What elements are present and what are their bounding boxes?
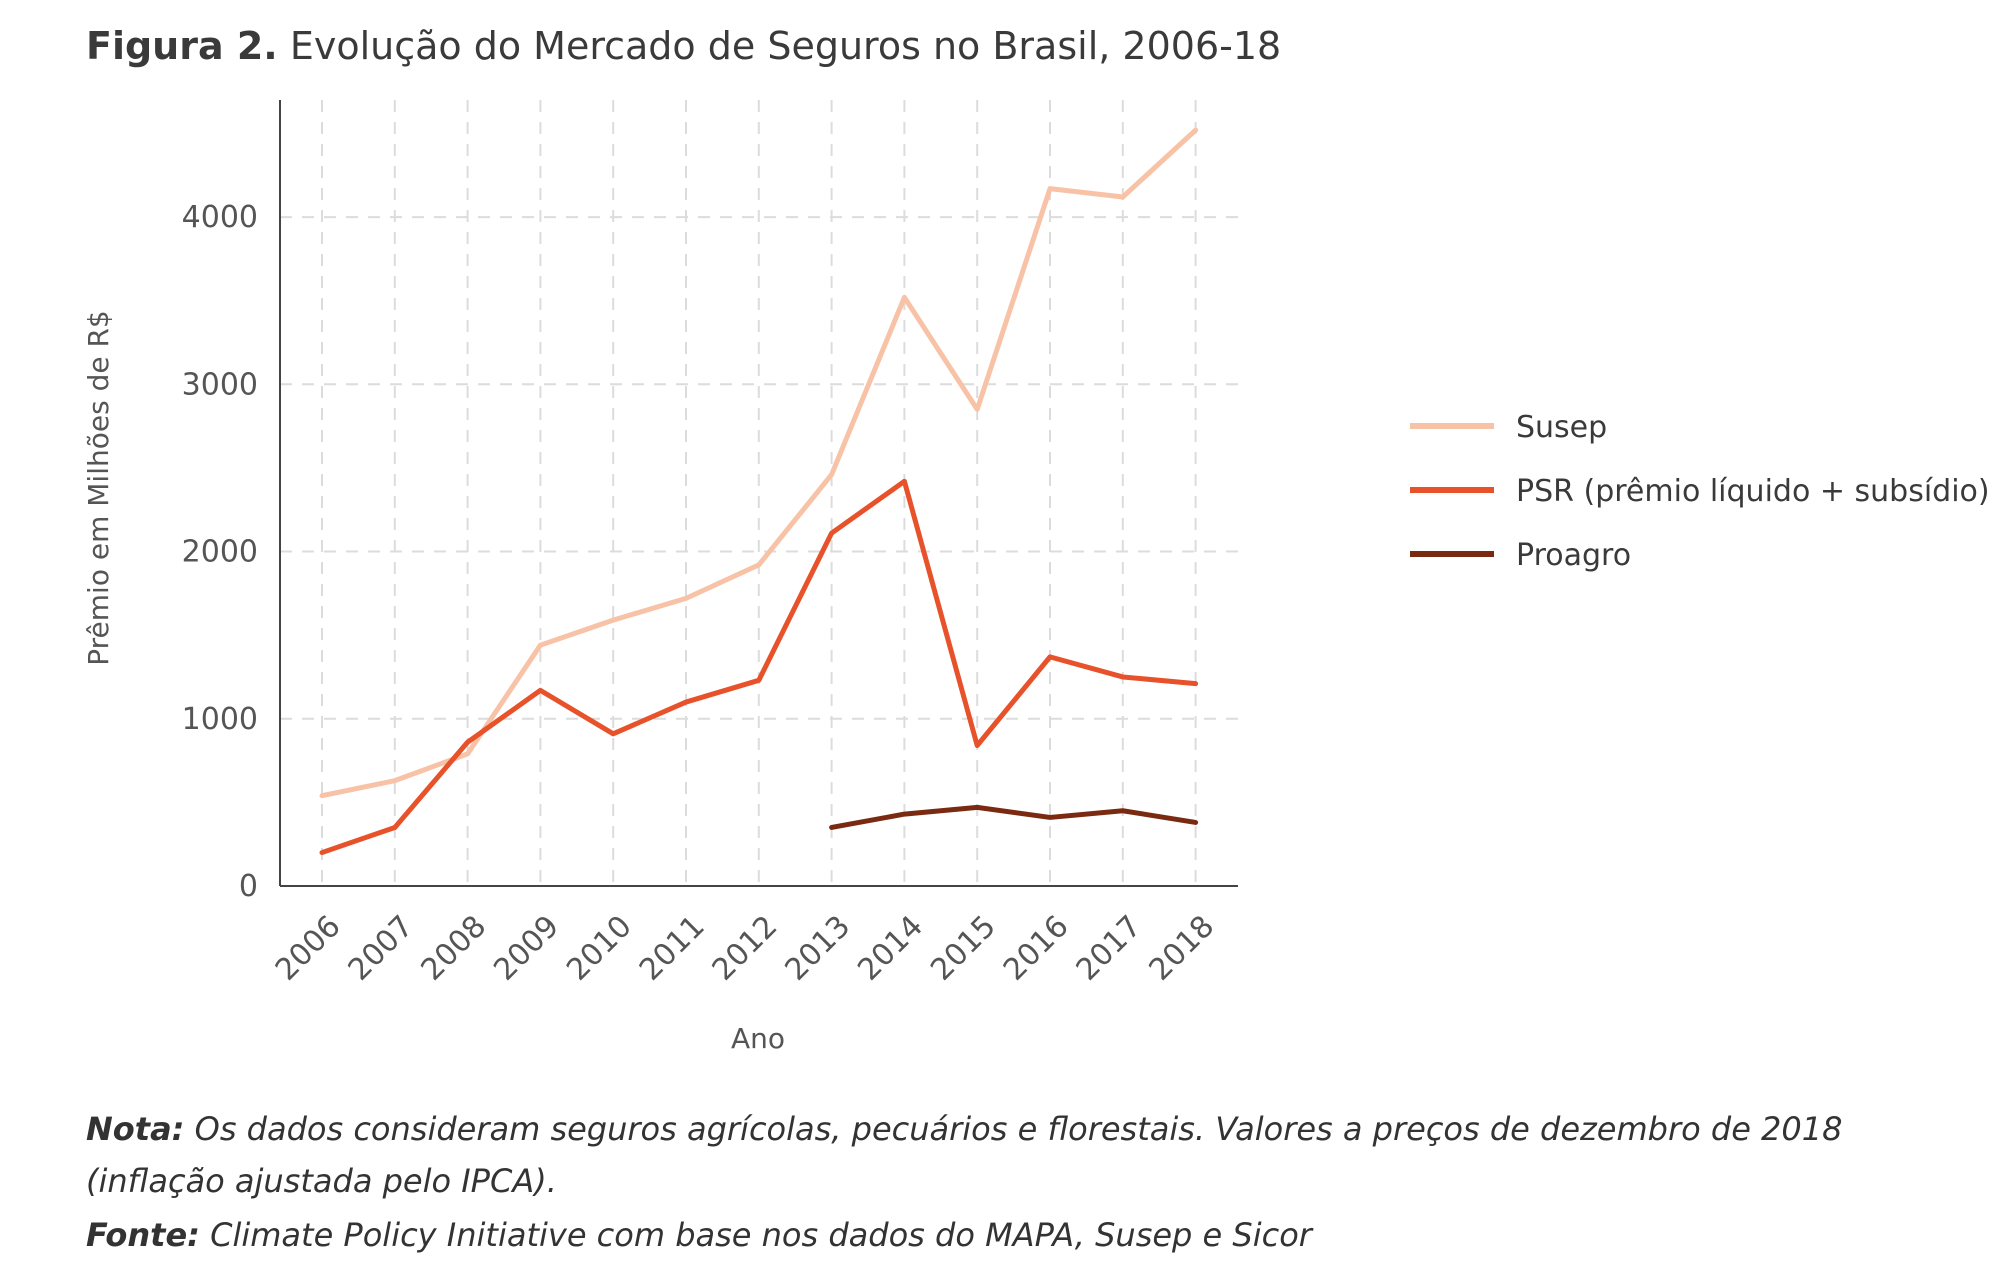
series-line-1 [319, 127, 1199, 799]
y-axis-ticks: 0 1000 2000 3000 4000 [182, 200, 258, 904]
note-continuation: (inflação ajustada pelo IPCA). [86, 1162, 557, 1200]
legend-label: PSR (prêmio líquido + subsídio) [1516, 474, 1990, 509]
legend-label: Susep [1516, 410, 1607, 445]
x-tick-label: 2010 [560, 909, 639, 988]
figure-number: Figura 2. [86, 24, 278, 68]
x-axis-label: Ano [731, 1022, 785, 1055]
x-tick-label: 2017 [1070, 909, 1149, 988]
grid-lines [280, 100, 1238, 886]
note-text: Os dados consideram seguros agrícolas, p… [184, 1110, 1843, 1148]
note: Nota: Os dados consideram seguros agríco… [86, 1110, 1842, 1148]
x-tick-label: 2011 [633, 909, 712, 988]
y-tick-label: 4000 [182, 200, 258, 235]
x-tick-label: 2018 [1143, 909, 1222, 988]
y-tick-label: 3000 [182, 367, 258, 402]
x-tick-label: 2006 [269, 909, 348, 988]
x-tick-label: 2015 [924, 909, 1003, 988]
figure-title: Figura 2. Evolução do Mercado de Seguros… [86, 24, 1281, 68]
x-tick-label: 2009 [487, 909, 566, 988]
legend: Susep PSR (prêmio líquido + subsídio) Proa… [1410, 410, 1990, 573]
y-tick-label: 2000 [182, 535, 258, 570]
x-tick-label: 2014 [851, 909, 930, 988]
source: Fonte: Climate Policy Initiative com bas… [86, 1216, 1312, 1254]
note-label: Nota: [86, 1110, 185, 1148]
y-tick-label: 0 [239, 869, 258, 904]
series-lines [319, 127, 1199, 856]
source-label: Fonte: [86, 1216, 200, 1254]
x-tick-label: 2012 [706, 909, 785, 988]
series-line-3 [829, 804, 1199, 830]
axes [279, 100, 1238, 887]
x-tick-label: 2008 [415, 909, 494, 988]
x-tick-label: 2016 [997, 909, 1076, 988]
x-tick-label: 2007 [342, 909, 421, 988]
figure-title-text: Evolução do Mercado de Seguros no Brasil… [289, 24, 1282, 68]
series-line-2 [319, 478, 1199, 856]
x-tick-label: 2013 [779, 909, 858, 988]
y-tick-label: 1000 [182, 702, 258, 737]
y-axis-label: Prêmio em Milhões de R$ [82, 310, 115, 665]
x-axis-ticks: 2006200720082009201020112012201320142015… [269, 909, 1221, 988]
legend-label: Proagro [1516, 538, 1631, 573]
source-text: Climate Policy Initiative com base nos d… [199, 1216, 1312, 1254]
